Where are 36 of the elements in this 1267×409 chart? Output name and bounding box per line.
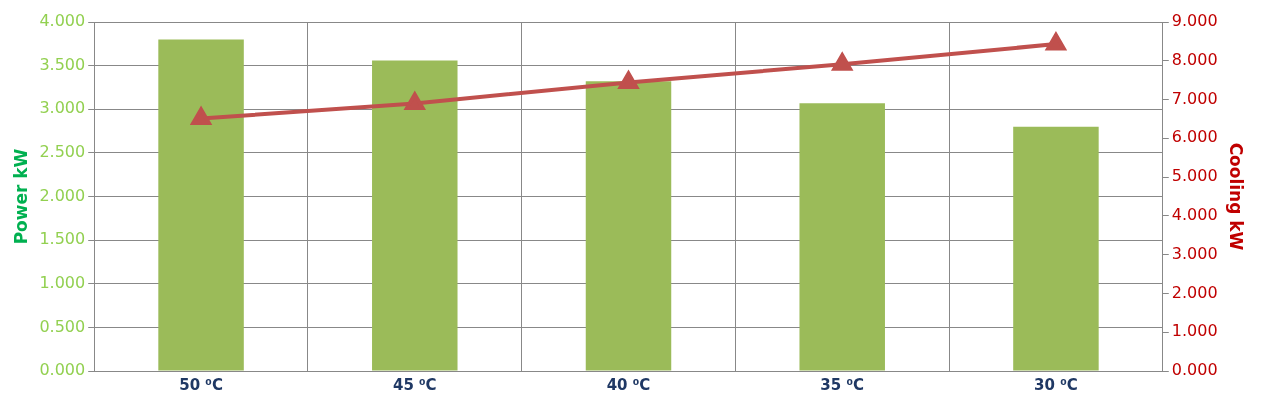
- bar: [158, 39, 244, 371]
- point: [190, 105, 213, 126]
- x-tick-label: 45 ⁰C: [392, 375, 437, 394]
- y2-tick-label: 4.000: [1171, 205, 1218, 225]
- bar: [799, 103, 885, 371]
- y2-tick-label: 3.000: [1171, 243, 1218, 263]
- y2-axis-title: Cooling kW: [1226, 142, 1247, 251]
- y-tick-label: 1.000: [39, 272, 86, 292]
- x-tick-label: 50 ⁰C: [179, 375, 223, 394]
- y2-tick-label: 2.000: [1171, 282, 1218, 302]
- y-tick-label: 3.500: [39, 54, 86, 74]
- x-tick-label: 30 ⁰C: [1034, 375, 1078, 394]
- bar: [372, 60, 458, 371]
- point: [618, 71, 639, 89]
- y-tick-label: 2.500: [39, 142, 86, 162]
- y-tick-label: 1.500: [39, 229, 86, 249]
- y2-tick-label: 5.000: [1171, 166, 1218, 186]
- bar: [585, 81, 672, 371]
- y-tick-label: 0.000: [39, 360, 86, 380]
- y2-tick-label: 9.000: [1171, 11, 1218, 31]
- point: [832, 53, 853, 71]
- bar: [1013, 126, 1099, 371]
- y-tick-label: 4.000: [39, 11, 86, 31]
- x-tick-label: 35 ⁰C: [820, 375, 865, 394]
- y-axis-title: Power kW: [10, 148, 31, 245]
- y-tick-label: 0.500: [39, 316, 86, 336]
- y-tick-label: 2.000: [39, 185, 86, 205]
- y-tick-label: 3.000: [39, 98, 86, 118]
- point: [1046, 33, 1066, 51]
- point: [404, 92, 425, 110]
- y2-tick-label: 6.000: [1171, 127, 1218, 147]
- y2-tick-label: 1.000: [1171, 321, 1218, 341]
- y2-tick-label: 7.000: [1171, 88, 1218, 108]
- y2-tick-label: 0.000: [1171, 360, 1218, 380]
- y2-tick-label: 8.000: [1171, 49, 1218, 69]
- x-tick-label: 40 ⁰C: [606, 375, 651, 394]
